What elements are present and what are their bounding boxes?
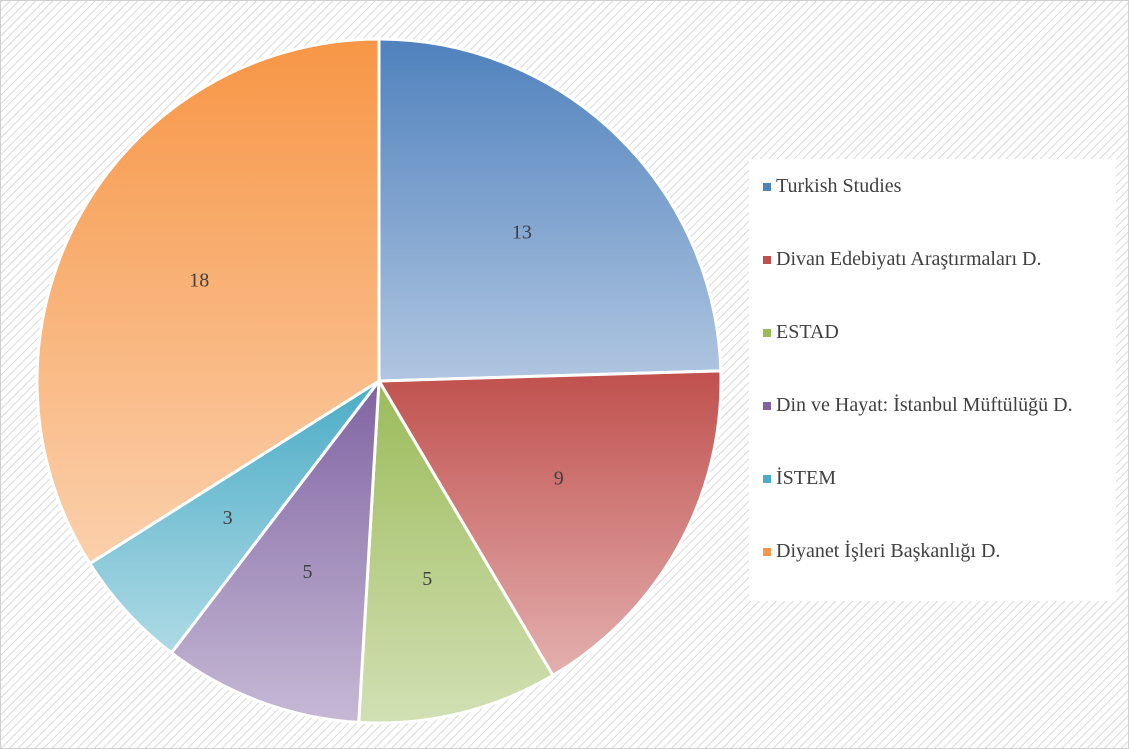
legend-swatch (763, 402, 771, 410)
legend-entry: Din ve Hayat: İstanbul Müftülüğü D. (749, 390, 1116, 463)
data-label: 5 (303, 561, 313, 583)
legend-label: İSTEM (776, 467, 836, 489)
legend-entry: İSTEM (749, 463, 1116, 536)
data-label: 9 (554, 468, 564, 490)
legend-entry: Divan Edebiyatı Araştırmaları D. (749, 244, 1116, 317)
legend-label: Divan Edebiyatı Araştırmaları D. (776, 248, 1042, 270)
legend-swatch (763, 475, 771, 483)
pie-slice (35, 37, 381, 566)
legend-swatch (763, 256, 771, 264)
data-label: 18 (189, 270, 209, 292)
legend-label: Turkish Studies (776, 175, 902, 197)
legend-entry: Diyanet İşleri Başkanlığı D. (749, 536, 1116, 609)
legend-label: Din ve Hayat: İstanbul Müftülüğü D. (776, 394, 1073, 416)
data-label: 13 (512, 221, 532, 243)
legend: Turkish Studies Divan Edebiyatı Araştırma… (749, 159, 1116, 601)
pie-slice (377, 37, 723, 383)
pie-slice (169, 376, 381, 724)
pie-slice (357, 376, 555, 725)
data-label: 5 (422, 568, 432, 590)
legend-label: Diyanet İşleri Başkanlığı D. (776, 540, 1001, 562)
legend-swatch (763, 329, 771, 337)
legend-entry: Turkish Studies (749, 171, 1116, 244)
legend-entry: ESTAD (749, 317, 1116, 390)
pie-slice (376, 369, 723, 678)
legend-label: ESTAD (776, 321, 839, 343)
data-label: 3 (223, 507, 233, 529)
legend-swatch (763, 548, 771, 556)
legend-swatch (763, 183, 771, 191)
